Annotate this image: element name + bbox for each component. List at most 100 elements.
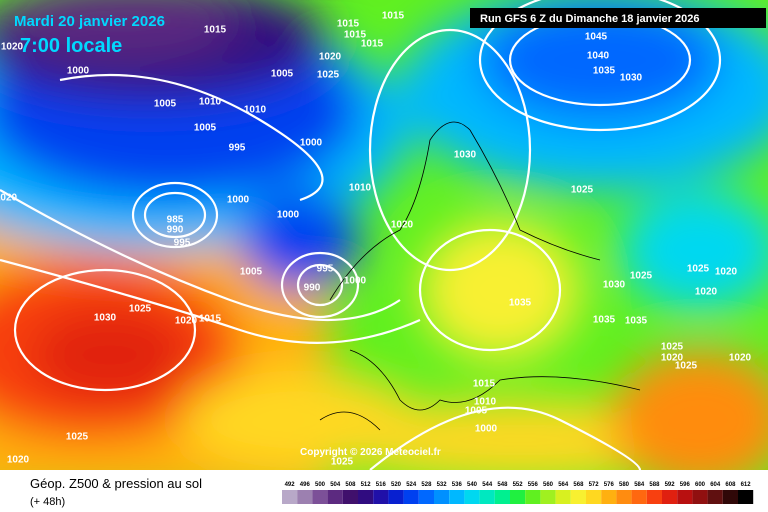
isobar-label: 1025 (687, 264, 710, 275)
isobar-label: 1045 (585, 32, 608, 43)
scale-cell (342, 490, 358, 504)
isobar-label: 1005 (271, 69, 294, 80)
scale-label: 568 (573, 482, 584, 488)
scale-label: 504 (330, 482, 341, 488)
isobar-label: 1025 (630, 271, 653, 282)
scale-cell (327, 490, 343, 504)
field (0, 0, 768, 470)
isobar-label: 1000 (277, 210, 300, 221)
scale-cell (601, 490, 617, 504)
isobar-label: 990 (167, 225, 184, 236)
isobar-label: 1025 (661, 342, 684, 353)
scale-cell (525, 490, 541, 504)
scale-cell (358, 490, 374, 504)
scale-cell (388, 490, 404, 504)
isobar-label: 1030 (94, 313, 117, 324)
isobar-lines (0, 0, 722, 470)
scale-label: 512 (361, 482, 372, 488)
scale-cell (692, 490, 708, 504)
time: 7:00 locale (20, 35, 122, 57)
scale-cell (510, 490, 526, 504)
isobar-label: 1000 (300, 138, 323, 149)
scale-cell (646, 490, 662, 504)
isobar-label: 985 (167, 215, 184, 226)
scale-label: 596 (680, 482, 691, 488)
scale-label: 572 (589, 482, 600, 488)
scale-cell (738, 490, 754, 504)
scale-cell (586, 490, 602, 504)
scale-cell (570, 490, 586, 504)
scale-label: 576 (604, 482, 615, 488)
isobar-label: 1010 (349, 183, 372, 194)
scale-label: 500 (315, 482, 326, 488)
isobar-label: 1025 (675, 361, 698, 372)
isobar-label: 1035 (509, 298, 532, 309)
scale-cell (494, 490, 510, 504)
copyright: Copyright © 2026 Meteociel.fr (300, 447, 441, 458)
isobar-label: 1005 (194, 123, 217, 134)
scale-label: 580 (619, 482, 630, 488)
scale-cell (434, 490, 450, 504)
scale-label: 520 (391, 482, 402, 488)
isobar-label: 1000 (67, 66, 90, 77)
isobar-label: 1020 (661, 353, 684, 364)
scale-label: 540 (467, 482, 478, 488)
isobar-label: 1000 (475, 424, 498, 435)
isobar-label: 1015 (344, 30, 367, 41)
isobar-label: 1025 (66, 432, 89, 443)
scale-cell (616, 490, 632, 504)
isobar-label: 1020 (175, 316, 198, 327)
isobar-label: 1020 (0, 193, 18, 204)
scale-label: 584 (634, 482, 645, 488)
run: Run GFS 6 Z du Dimanche 18 janvier 2026 (480, 13, 699, 25)
scale-label: 528 (421, 482, 432, 488)
isobar-label: 1015 (361, 39, 384, 50)
scale-label: 608 (725, 482, 736, 488)
scale-label: 564 (558, 482, 569, 488)
scale-label: 496 (300, 482, 311, 488)
scale-cell (555, 490, 571, 504)
isobar-label: 1025 (317, 70, 340, 81)
isobar-label: 1015 (204, 25, 227, 36)
scale-label: 544 (482, 482, 493, 488)
isobar-label: 1025 (129, 304, 152, 315)
scale-label: 508 (345, 482, 356, 488)
scale-cell (464, 490, 480, 504)
isobar-label: 1035 (625, 316, 648, 327)
scale-cell (662, 490, 678, 504)
isobar-label: 1025 (571, 185, 594, 196)
isobar-label: 1020 (319, 52, 342, 63)
scale-cell (449, 490, 465, 504)
scale-cell (540, 490, 556, 504)
isobar-label: 1010 (474, 397, 497, 408)
scale-cell (707, 490, 723, 504)
isobar-label: 1020 (695, 287, 718, 298)
isobar-label: 1000 (227, 195, 250, 206)
scale-label: 516 (376, 482, 387, 488)
footer-subtitle: (+ 48h) (30, 496, 65, 508)
scale-cell (722, 490, 738, 504)
scale-label: 552 (513, 482, 524, 488)
scale-label: 600 (695, 482, 706, 488)
isobar-label: 995 (174, 238, 191, 249)
isobar-label: 1035 (593, 66, 616, 77)
isobar-label: 1005 (465, 406, 488, 417)
run-box (470, 8, 766, 28)
isobar-label: 1040 (587, 51, 610, 62)
isobar-label: 1015 (199, 314, 222, 325)
isobar-label: 995 (317, 264, 334, 275)
scale-cell (282, 490, 298, 504)
isobar-label: 1030 (454, 150, 477, 161)
isobar-label: 1020 (1, 42, 24, 53)
isobar-label: 1035 (593, 315, 616, 326)
isobar-label: 1020 (391, 220, 414, 231)
isobar-label: 1020 (7, 455, 30, 466)
scale-label: 492 (285, 482, 296, 488)
scale-cell (631, 490, 647, 504)
isobar-label: 995 (229, 143, 246, 154)
scale-label: 560 (543, 482, 554, 488)
scale-label: 588 (649, 482, 660, 488)
scale-cell (297, 490, 313, 504)
